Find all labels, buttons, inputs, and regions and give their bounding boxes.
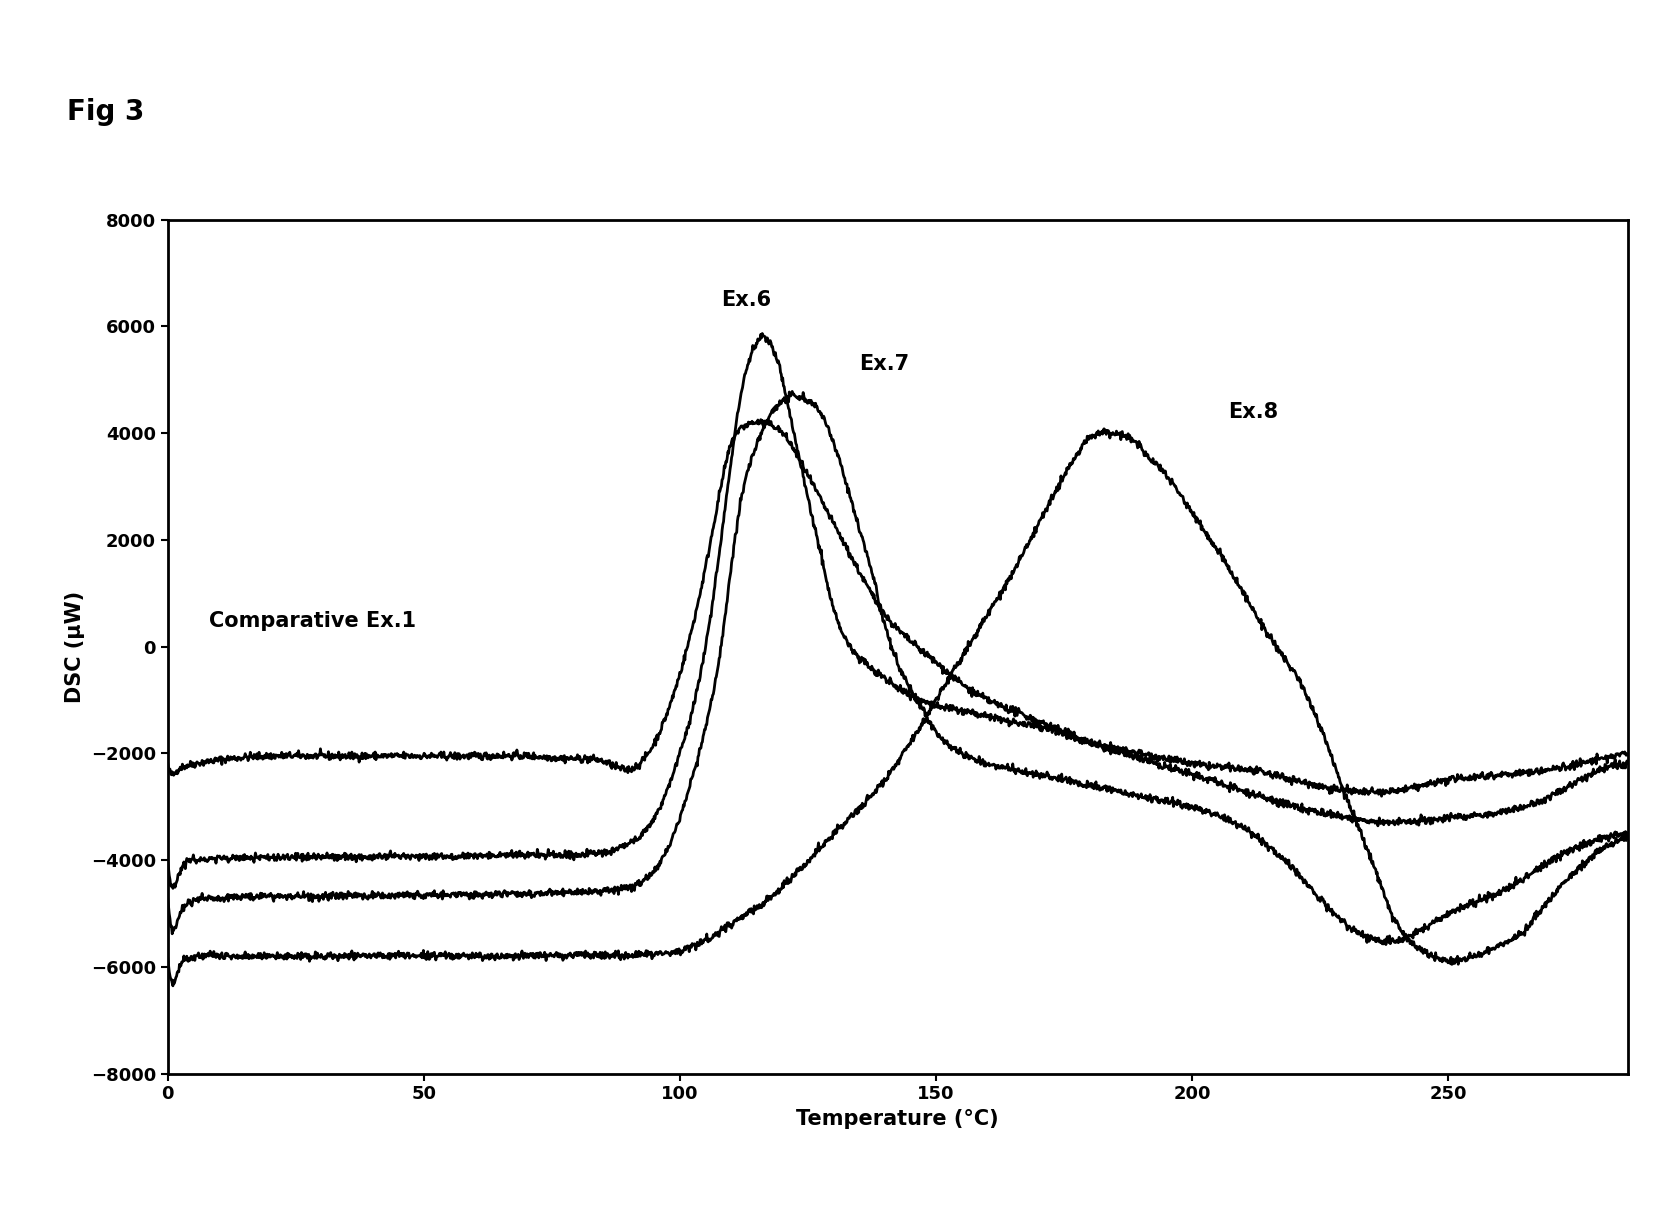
Text: Ex.6: Ex.6 [722,290,772,310]
Text: Comparative Ex.1: Comparative Ex.1 [208,610,416,631]
Text: Ex.8: Ex.8 [1228,403,1279,422]
Text: Ex.7: Ex.7 [859,354,909,375]
X-axis label: Temperature (°C): Temperature (°C) [797,1109,998,1128]
Y-axis label: DSC (μW): DSC (μW) [65,590,86,703]
Text: Fig 3: Fig 3 [67,98,144,126]
